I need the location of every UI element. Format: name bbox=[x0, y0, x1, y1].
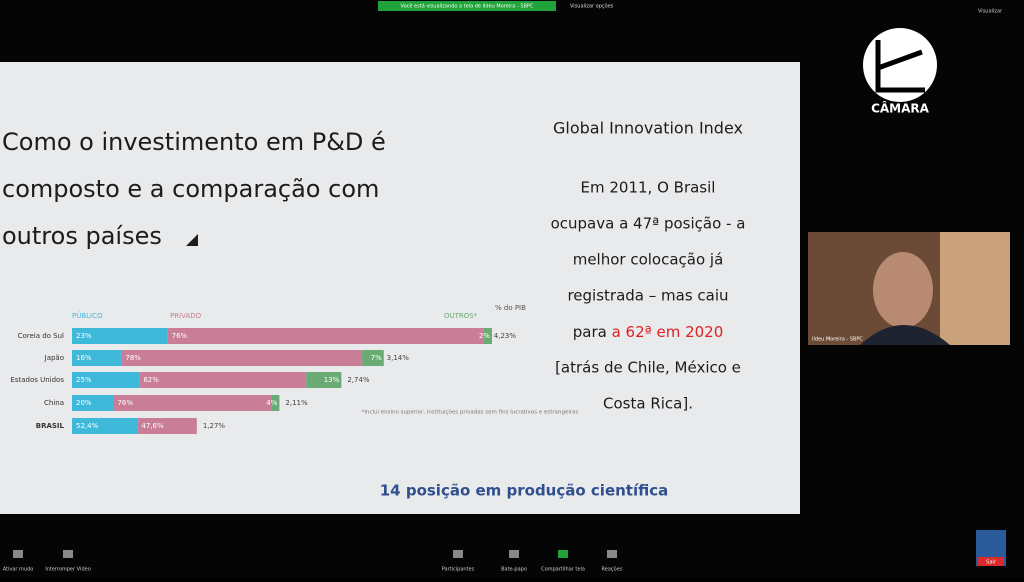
value-label: 13% bbox=[324, 376, 340, 384]
value-label: 76% bbox=[117, 399, 133, 407]
logo-mark bbox=[875, 40, 925, 93]
webcam-person bbox=[873, 252, 933, 328]
side-line: ocupava a 47ª posição - a bbox=[551, 215, 746, 233]
bar-segment bbox=[139, 372, 307, 388]
value-label: 4% bbox=[266, 399, 277, 407]
category-label: China bbox=[44, 399, 64, 407]
side-line: registrada – mas caiu bbox=[567, 287, 728, 305]
toolbar-label[interactable]: Compartilhar tela bbox=[541, 567, 585, 573]
toolbar-label[interactable]: Participantes bbox=[442, 567, 475, 573]
toolbar-icon[interactable] bbox=[558, 550, 568, 558]
title-line: composto e a comparação com bbox=[2, 175, 379, 203]
bar-segment bbox=[362, 350, 384, 366]
slide bbox=[0, 62, 800, 514]
value-label: 7% bbox=[371, 354, 382, 362]
value-label: 25% bbox=[76, 376, 92, 384]
toolbar-icon[interactable] bbox=[509, 550, 519, 558]
bar-segment bbox=[72, 395, 114, 411]
value-label: 47,6% bbox=[141, 422, 164, 430]
gdp-header: % do PIB bbox=[495, 304, 526, 312]
legend-label: PÚBLICO bbox=[72, 311, 103, 320]
view-options[interactable]: Visualizar opções bbox=[570, 4, 614, 10]
bar-segment bbox=[113, 395, 272, 411]
value-label: 2% bbox=[479, 332, 490, 340]
value-label: 23% bbox=[76, 332, 92, 340]
bar-segment bbox=[72, 350, 122, 366]
value-label: 62% bbox=[143, 376, 159, 384]
value-label: 52,4% bbox=[76, 422, 99, 430]
value-label: 76% bbox=[172, 332, 188, 340]
bar-segment bbox=[483, 328, 492, 344]
gdp-label: 3,14% bbox=[387, 354, 410, 362]
side-line: Costa Rica]. bbox=[603, 395, 693, 413]
gdp-label: 2,74% bbox=[347, 376, 370, 384]
toolbar-icon[interactable] bbox=[13, 550, 23, 558]
toolbar-icon[interactable] bbox=[63, 550, 73, 558]
side-line: [atrás de Chile, México e bbox=[555, 359, 741, 377]
bar-segment bbox=[72, 328, 168, 344]
share-banner bbox=[378, 1, 556, 11]
side-line: para a 62ª em 2020 bbox=[573, 323, 724, 341]
footer: 14 posição em produção científica bbox=[380, 482, 669, 500]
side-line: Em 2011, O Brasil bbox=[581, 179, 716, 197]
title-line: Como o investimento em P&D é bbox=[2, 128, 386, 156]
category-label: Coreia do Sul bbox=[18, 332, 64, 340]
bar-segment bbox=[72, 372, 140, 388]
footnote: *Inclui ensino superior, instituições pr… bbox=[362, 410, 579, 416]
toolbar-icon[interactable] bbox=[607, 550, 617, 558]
category-label: Japão bbox=[44, 354, 64, 362]
banner-text: Você está visualizando a tela de Ildeu M… bbox=[401, 3, 534, 10]
toolbar-label[interactable]: Bate-papo bbox=[501, 567, 527, 573]
view-button[interactable]: Visualizar bbox=[978, 9, 1003, 15]
webcam-curtain bbox=[940, 232, 1010, 345]
bar-segment bbox=[167, 328, 484, 344]
bar-segment bbox=[271, 395, 280, 411]
category-label: Estados Unidos bbox=[10, 376, 64, 384]
bar-segment bbox=[72, 418, 138, 434]
toolbar-label[interactable]: Reações bbox=[602, 567, 623, 573]
value-label: 78% bbox=[125, 354, 141, 362]
bar-segment bbox=[121, 350, 363, 366]
category-label: BRASIL bbox=[36, 422, 65, 430]
logo-circle bbox=[863, 28, 937, 102]
side-text: para bbox=[573, 323, 612, 341]
gdp-label: 4,23% bbox=[494, 332, 517, 340]
webcam-shirt bbox=[860, 325, 950, 345]
gdp-label: 1,27% bbox=[203, 422, 226, 430]
side-title: Global Innovation Index bbox=[553, 119, 743, 138]
side-line: melhor colocação já bbox=[573, 251, 724, 269]
leave-text[interactable]: Sair bbox=[986, 560, 997, 566]
legend-label: OUTROS* bbox=[444, 312, 478, 320]
slide-title: Como o investimento em P&D é composto e … bbox=[2, 128, 386, 250]
value-label: 20% bbox=[76, 399, 92, 407]
bar-segment bbox=[306, 372, 342, 388]
bar-segment bbox=[137, 418, 197, 434]
toolbar-label[interactable]: Interromper Vídeo bbox=[45, 566, 91, 573]
value-label: 16% bbox=[76, 354, 92, 362]
toolbar-icon[interactable] bbox=[453, 550, 463, 558]
leave-button[interactable] bbox=[978, 557, 1004, 566]
side-highlight: a 62ª em 2020 bbox=[612, 323, 724, 341]
toolbar-label[interactable]: Ativar mudo bbox=[3, 567, 34, 573]
participant-name: Ildeu Moreira - SBPC bbox=[812, 337, 863, 343]
triangle-icon bbox=[186, 234, 198, 246]
legend-label: PRIVADO bbox=[170, 312, 202, 320]
title-line: outros países bbox=[2, 222, 162, 250]
gdp-label: 2,11% bbox=[285, 399, 308, 407]
logo-text: CÂMARA bbox=[871, 101, 930, 116]
